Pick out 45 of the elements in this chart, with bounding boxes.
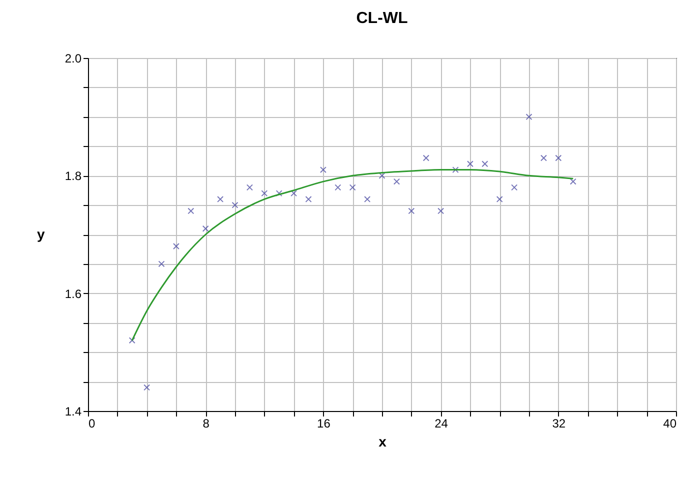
y-tick-label: 1.6 [64,286,82,301]
point [511,184,518,191]
point [378,172,386,179]
x-tick-label: 16 [317,416,331,430]
point [188,208,194,214]
point [393,178,400,185]
point [408,208,415,214]
point [232,202,238,208]
point [158,260,165,268]
point [422,154,430,162]
point [555,154,562,162]
x-tick-label: 8 [202,416,210,430]
point [305,196,312,202]
point [438,208,444,214]
point [540,154,547,162]
point [144,384,150,391]
x-tick-label: 32 [552,416,566,430]
point [364,196,371,202]
point [570,178,576,185]
point [217,196,224,202]
point [452,166,459,174]
point [320,166,326,174]
point [261,190,268,197]
point [202,225,209,232]
point [172,243,180,250]
x-tick-label: 24 [434,416,448,430]
y-tick-label: 1.8 [64,169,82,184]
y-axis-title: y [37,226,46,242]
point [276,190,282,197]
point [526,114,532,120]
point [496,196,503,202]
chart-title: CL-WL [356,10,408,27]
point [349,184,356,191]
point [246,184,253,191]
point [128,337,136,344]
x-tick-label: 40 [663,416,677,430]
point [334,184,342,191]
x-axis-title: x [378,434,387,450]
point [466,160,474,168]
x-tick-label: 0 [88,416,96,430]
y-tick-label: 1.4 [64,404,82,418]
point [482,160,488,168]
line-series [131,169,574,342]
point [290,190,298,197]
y-tick-label: 2.0 [64,52,82,66]
